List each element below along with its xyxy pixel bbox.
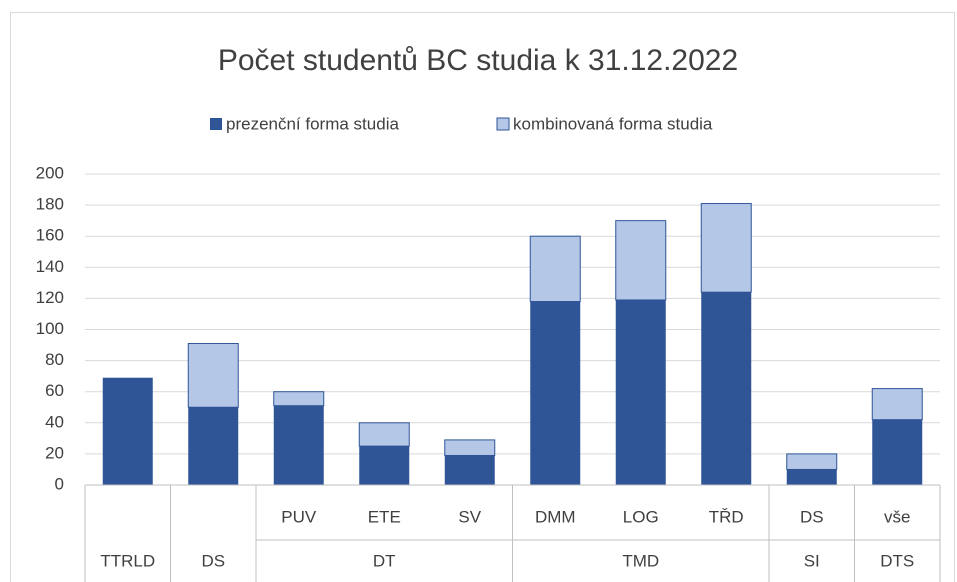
bar-segment (529, 235, 581, 303)
group-label: DTS (880, 551, 914, 570)
bar-segment (273, 391, 325, 407)
bar-segment (786, 453, 838, 470)
x-tick-label: vše (884, 507, 910, 526)
bar-segment (444, 455, 495, 485)
x-tick-label: DMM (535, 507, 576, 526)
y-tick-label: 100 (36, 319, 64, 338)
group-label: TTRLD (100, 551, 155, 570)
y-tick-label: 140 (36, 257, 64, 276)
y-tick-label: 40 (45, 412, 64, 431)
y-tick-label: 80 (45, 350, 64, 369)
bar-segment (701, 292, 752, 485)
x-tick-label: DS (800, 507, 824, 526)
x-tick-label: ETE (368, 507, 401, 526)
chart-title: Počet studentů BC studia k 31.12.2022 (218, 44, 738, 77)
y-tick-label: 120 (36, 288, 64, 307)
y-tick-label: 60 (45, 381, 64, 400)
group-label: DS (201, 551, 225, 570)
bar-segment (102, 377, 153, 485)
bar-segment (530, 301, 581, 485)
y-tick-label: 180 (36, 195, 64, 214)
y-tick-label: 160 (36, 226, 64, 245)
group-label: TMD (622, 551, 659, 570)
bar-segment (187, 342, 239, 408)
bar-segment (358, 422, 410, 447)
legend-swatch (210, 118, 222, 130)
x-tick-label: PUV (281, 507, 317, 526)
legend-label: kombinovaná forma studia (513, 114, 713, 133)
x-tick-label: LOG (623, 507, 659, 526)
group-label: DT (373, 551, 396, 570)
y-tick-label: 20 (45, 443, 64, 462)
x-tick-label: TŘD (709, 507, 744, 526)
group-label: SI (804, 551, 820, 570)
y-tick-label: 0 (55, 474, 64, 493)
bar-segment (615, 299, 666, 485)
bar-segment (786, 469, 837, 485)
bar-segment (444, 439, 496, 456)
chart-border (10, 12, 955, 582)
bar-segment (188, 407, 239, 485)
bar-segment (872, 419, 923, 485)
bar-segment (700, 203, 752, 293)
legend-label: prezenční forma studia (226, 114, 399, 133)
legend-swatch (496, 117, 510, 131)
bar-segment (871, 388, 923, 421)
bar-segment (359, 446, 410, 485)
x-tick-label: SV (458, 507, 481, 526)
bar-segment (273, 405, 324, 485)
bar-segment (615, 220, 667, 301)
y-tick-label: 200 (36, 163, 64, 182)
